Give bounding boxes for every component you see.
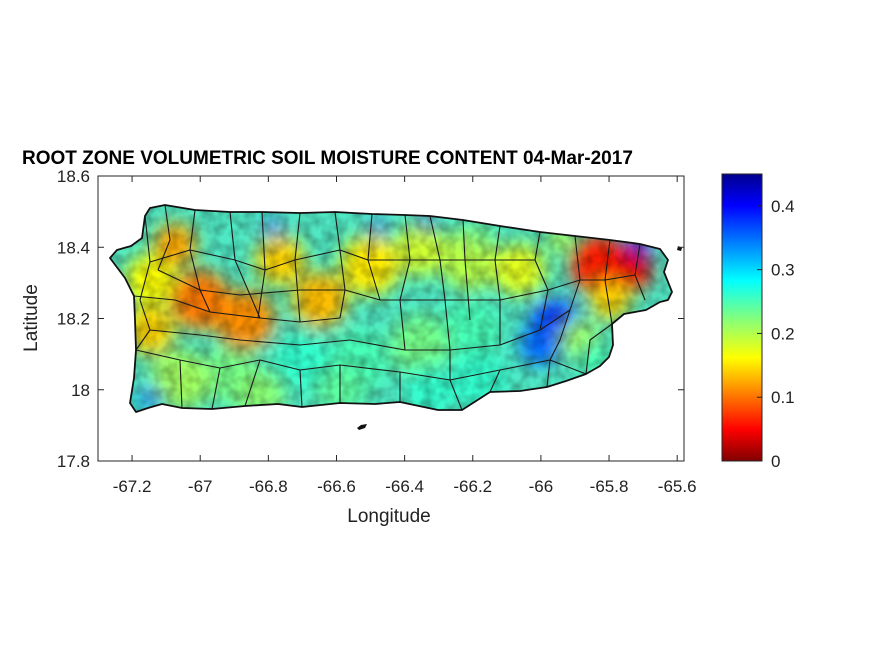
x-tick-label: -66.2 bbox=[453, 477, 492, 496]
x-tick-label: -66.8 bbox=[249, 477, 288, 496]
colorbar-tick-label: 0.4 bbox=[771, 197, 795, 216]
y-tick-label: 18 bbox=[71, 381, 90, 400]
municipality-border bbox=[334, 211, 346, 319]
colorbar-tick-label: 0.3 bbox=[771, 261, 795, 280]
municipality-border bbox=[546, 359, 551, 388]
municipality-boundaries bbox=[133, 204, 646, 411]
municipality-border bbox=[399, 214, 411, 351]
municipality-border bbox=[444, 299, 451, 380]
colorbar-tick-label: 0 bbox=[771, 452, 780, 471]
colorbar-tick-label: 0.1 bbox=[771, 388, 795, 407]
y-tick-label: 18.4 bbox=[57, 238, 90, 257]
south-islet bbox=[357, 424, 367, 430]
x-tick-label: -67.2 bbox=[113, 477, 152, 496]
y-axis-ticks: 17.8 18 18.2 18.4 18.6 bbox=[57, 167, 684, 471]
municipality-border bbox=[489, 369, 501, 393]
colorbar-tick-label: 0.2 bbox=[771, 324, 795, 343]
municipality-border bbox=[157, 204, 171, 271]
y-tick-label: 18.2 bbox=[57, 310, 90, 329]
x-tick-label: -65.6 bbox=[658, 477, 697, 496]
municipality-border bbox=[549, 309, 571, 361]
colorbar-ticks: 0 0.1 0.2 0.3 0.4 bbox=[757, 197, 795, 471]
chart-title: ROOT ZONE VOLUMETRIC SOIL MOISTURE CONTE… bbox=[22, 148, 633, 169]
x-tick-label: -65.8 bbox=[590, 477, 629, 496]
x-tick-label: -66.6 bbox=[317, 477, 356, 496]
colorbar bbox=[721, 173, 763, 462]
municipality-border bbox=[585, 323, 613, 375]
x-axis-label: Longitude bbox=[347, 506, 430, 527]
x-tick-label: -66 bbox=[529, 477, 554, 496]
x-axis-ticks: -67.2 -67 -66.8 -66.6 -66.4 -66.2 -66 -65.8 -65.… bbox=[113, 176, 697, 496]
municipality-border bbox=[133, 295, 341, 323]
y-tick-label: 18.6 bbox=[57, 167, 90, 186]
municipality-border bbox=[449, 379, 463, 411]
municipality-border bbox=[149, 249, 535, 271]
municipality-border bbox=[189, 209, 211, 313]
municipality-border bbox=[135, 215, 151, 351]
municipality-border bbox=[179, 359, 183, 409]
y-tick-label: 17.8 bbox=[57, 452, 90, 471]
municipality-border bbox=[157, 269, 636, 301]
x-tick-label: -67 bbox=[188, 477, 213, 496]
municipality-border bbox=[211, 367, 221, 410]
municipality-border bbox=[534, 231, 549, 331]
moisture-field bbox=[110, 205, 672, 412]
x-tick-label: -66.4 bbox=[385, 477, 424, 496]
y-axis-label: Latitude bbox=[21, 284, 42, 352]
island-coastline bbox=[109, 204, 673, 413]
municipality-border bbox=[149, 309, 571, 351]
municipality-border bbox=[299, 369, 303, 408]
municipality-border bbox=[244, 359, 261, 407]
